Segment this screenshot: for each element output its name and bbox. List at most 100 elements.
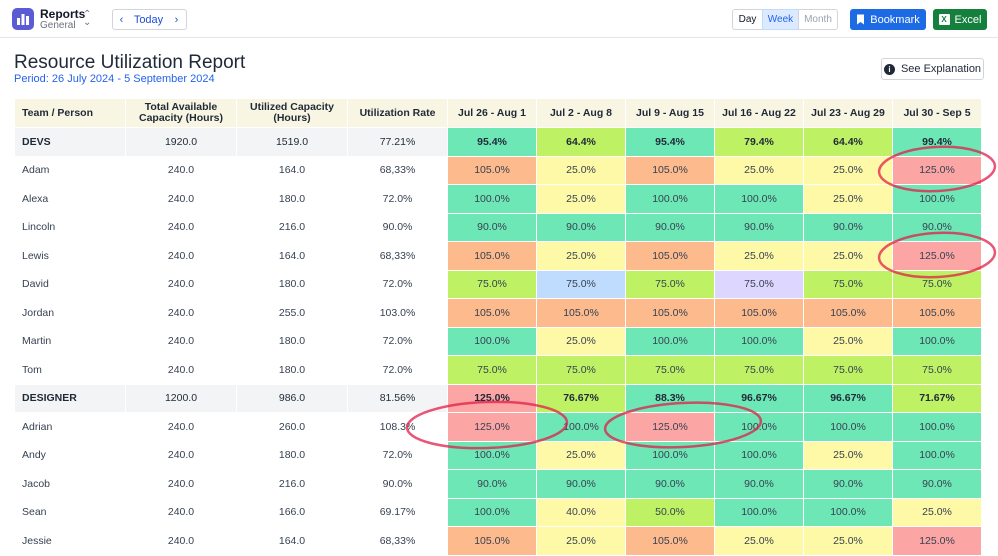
week-utilization-cell[interactable]: 125.0% (447, 412, 537, 442)
week-utilization-cell[interactable]: 100.0% (803, 412, 893, 442)
week-utilization-cell[interactable]: 100.0% (447, 326, 537, 356)
week-utilization-cell[interactable]: 100.0% (625, 184, 715, 214)
week-utilization-cell[interactable]: 105.0% (447, 526, 537, 556)
week-utilization-cell[interactable]: 90.0% (803, 469, 893, 499)
column-header[interactable]: Jul 2 - Aug 8 (536, 98, 626, 128)
column-header[interactable]: Total Available Capacity (Hours) (125, 98, 237, 128)
week-utilization-cell[interactable]: 75.0% (892, 269, 982, 299)
week-utilization-cell[interactable]: 75.0% (714, 269, 804, 299)
week-utilization-cell[interactable]: 90.0% (714, 212, 804, 242)
week-utilization-cell[interactable]: 100.0% (447, 497, 537, 527)
week-utilization-cell[interactable]: 75.0% (536, 355, 626, 385)
week-utilization-cell[interactable]: 125.0% (625, 412, 715, 442)
week-utilization-cell[interactable]: 75.0% (714, 355, 804, 385)
week-utilization-cell[interactable]: 25.0% (536, 184, 626, 214)
reports-app-icon[interactable] (12, 8, 34, 30)
week-utilization-cell[interactable]: 75.0% (892, 355, 982, 385)
view-day-button[interactable]: Day (732, 9, 763, 30)
week-utilization-cell[interactable]: 105.0% (803, 298, 893, 328)
today-button[interactable]: Today (130, 9, 168, 30)
week-utilization-cell[interactable]: 100.0% (447, 184, 537, 214)
see-explanation-button[interactable]: i See Explanation (881, 58, 984, 80)
week-utilization-cell[interactable]: 40.0% (536, 497, 626, 527)
week-utilization-cell[interactable]: 95.4% (625, 127, 715, 157)
view-week-button[interactable]: Week (762, 9, 799, 30)
week-utilization-cell[interactable]: 75.0% (536, 269, 626, 299)
week-utilization-cell[interactable]: 100.0% (625, 326, 715, 356)
week-utilization-cell[interactable]: 125.0% (892, 155, 982, 185)
week-utilization-cell[interactable]: 25.0% (714, 155, 804, 185)
week-utilization-cell[interactable]: 90.0% (892, 212, 982, 242)
next-period-button[interactable]: › (167, 9, 187, 30)
week-utilization-cell[interactable]: 25.0% (536, 440, 626, 470)
column-header[interactable]: Team / Person (14, 98, 126, 128)
week-utilization-cell[interactable]: 75.0% (447, 269, 537, 299)
column-header[interactable]: Jul 23 - Aug 29 (803, 98, 893, 128)
week-utilization-cell[interactable]: 105.0% (447, 155, 537, 185)
week-utilization-cell[interactable]: 105.0% (625, 298, 715, 328)
column-header[interactable]: Utilized Capacity (Hours) (236, 98, 348, 128)
view-month-button[interactable]: Month (798, 9, 838, 30)
week-utilization-cell[interactable]: 64.4% (536, 127, 626, 157)
week-utilization-cell[interactable]: 90.0% (714, 469, 804, 499)
week-utilization-cell[interactable]: 25.0% (803, 155, 893, 185)
week-utilization-cell[interactable]: 99.4% (892, 127, 982, 157)
week-utilization-cell[interactable]: 105.0% (447, 241, 537, 271)
week-utilization-cell[interactable]: 90.0% (536, 469, 626, 499)
week-utilization-cell[interactable]: 100.0% (803, 497, 893, 527)
week-utilization-cell[interactable]: 25.0% (536, 326, 626, 356)
week-utilization-cell[interactable]: 25.0% (803, 184, 893, 214)
week-utilization-cell[interactable]: 25.0% (803, 241, 893, 271)
week-utilization-cell[interactable]: 95.4% (447, 127, 537, 157)
week-utilization-cell[interactable]: 25.0% (536, 155, 626, 185)
week-utilization-cell[interactable]: 79.4% (714, 127, 804, 157)
week-utilization-cell[interactable]: 125.0% (892, 241, 982, 271)
week-utilization-cell[interactable]: 75.0% (803, 355, 893, 385)
week-utilization-cell[interactable]: 75.0% (447, 355, 537, 385)
week-utilization-cell[interactable]: 100.0% (892, 326, 982, 356)
week-utilization-cell[interactable]: 25.0% (536, 241, 626, 271)
week-utilization-cell[interactable]: 25.0% (803, 526, 893, 556)
week-utilization-cell[interactable]: 96.67% (714, 383, 804, 413)
week-utilization-cell[interactable]: 75.0% (625, 269, 715, 299)
week-utilization-cell[interactable]: 100.0% (714, 184, 804, 214)
column-header[interactable]: Utilization Rate (347, 98, 448, 128)
week-utilization-cell[interactable]: 125.0% (892, 526, 982, 556)
week-utilization-cell[interactable]: 90.0% (536, 212, 626, 242)
week-utilization-cell[interactable]: 105.0% (625, 241, 715, 271)
bookmark-button[interactable]: Bookmark (850, 9, 926, 30)
week-utilization-cell[interactable]: 71.67% (892, 383, 982, 413)
week-utilization-cell[interactable]: 90.0% (625, 469, 715, 499)
week-utilization-cell[interactable]: 100.0% (892, 412, 982, 442)
column-header[interactable]: Jul 30 - Sep 5 (892, 98, 982, 128)
app-switcher-icon[interactable]: ⌃ ⌄ (83, 9, 92, 28)
excel-export-button[interactable]: X Excel (933, 9, 987, 30)
app-subtitle[interactable]: General (40, 20, 76, 31)
week-utilization-cell[interactable]: 105.0% (447, 298, 537, 328)
week-utilization-cell[interactable]: 105.0% (892, 298, 982, 328)
week-utilization-cell[interactable]: 100.0% (447, 440, 537, 470)
week-utilization-cell[interactable]: 75.0% (803, 269, 893, 299)
week-utilization-cell[interactable]: 100.0% (892, 440, 982, 470)
week-utilization-cell[interactable]: 90.0% (803, 212, 893, 242)
column-header[interactable]: Jul 26 - Aug 1 (447, 98, 537, 128)
week-utilization-cell[interactable]: 25.0% (714, 241, 804, 271)
week-utilization-cell[interactable]: 90.0% (625, 212, 715, 242)
week-utilization-cell[interactable]: 100.0% (536, 412, 626, 442)
app-title[interactable]: Reports (40, 7, 86, 21)
week-utilization-cell[interactable]: 100.0% (714, 440, 804, 470)
week-utilization-cell[interactable]: 76.67% (536, 383, 626, 413)
week-utilization-cell[interactable]: 100.0% (714, 412, 804, 442)
week-utilization-cell[interactable]: 25.0% (803, 326, 893, 356)
week-utilization-cell[interactable]: 25.0% (803, 440, 893, 470)
week-utilization-cell[interactable]: 125.0% (447, 383, 537, 413)
week-utilization-cell[interactable]: 105.0% (625, 155, 715, 185)
week-utilization-cell[interactable]: 64.4% (803, 127, 893, 157)
week-utilization-cell[interactable]: 105.0% (714, 298, 804, 328)
week-utilization-cell[interactable]: 96.67% (803, 383, 893, 413)
week-utilization-cell[interactable]: 75.0% (625, 355, 715, 385)
week-utilization-cell[interactable]: 25.0% (536, 526, 626, 556)
week-utilization-cell[interactable]: 50.0% (625, 497, 715, 527)
week-utilization-cell[interactable]: 90.0% (447, 212, 537, 242)
week-utilization-cell[interactable]: 100.0% (892, 184, 982, 214)
